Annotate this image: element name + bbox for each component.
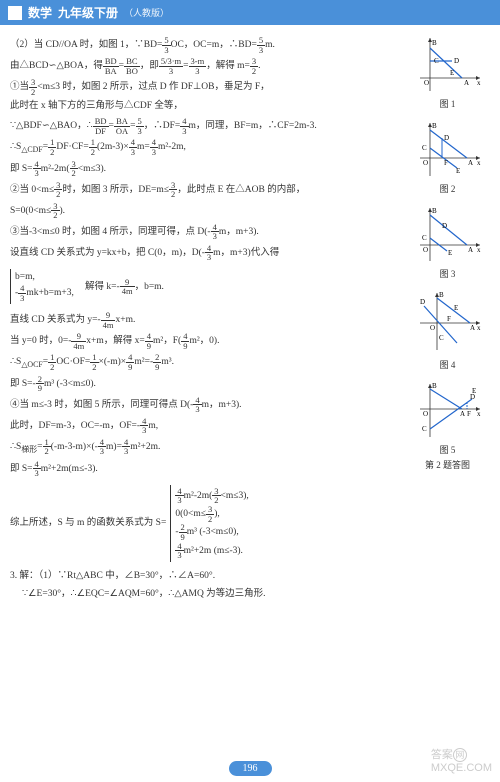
line-3: ①当32<m≤3 时，如图 2 所示，过点 D 作 DF⊥OB，垂足为 F， [10, 78, 400, 96]
svg-text:F: F [467, 410, 471, 418]
line-21: 综上所述，S 与 m 的函数关系式为 S= 43m²-2m(32<m≤3), 0… [10, 481, 400, 566]
figure-1: BA Ox DC E 图 1 [405, 33, 490, 110]
figures-caption: 第 2 题答图 [405, 458, 490, 471]
svg-text:E: E [448, 249, 452, 257]
svg-text:F: F [447, 315, 451, 323]
header-icon [8, 6, 22, 20]
header-grade: 九年级下册 [58, 4, 118, 21]
svg-text:D: D [454, 57, 459, 65]
figure-4: BA Ox DC FE 图 4 [405, 288, 490, 371]
svg-text:x: x [477, 324, 481, 332]
fig1-svg: B A Ox D C E [412, 33, 484, 95]
footer: 196 [0, 761, 500, 776]
svg-text:F: F [444, 159, 448, 167]
line-10: ③当-3<m≤0 时，如图 4 所示，同理可得，点 D(-43m，m+3). [10, 223, 400, 241]
line-4: 此时在 x 轴下方的三角形与△CDF 全等， [10, 99, 400, 114]
line-11: 设直线 CD 关系式为 y=kx+b，把 C(0，m)，D(-43m，m+3)代… [10, 244, 400, 262]
svg-text:A: A [468, 246, 473, 254]
page-number: 196 [229, 761, 272, 776]
svg-text:E: E [450, 69, 454, 77]
figures-column: BA Ox DC E 图 1 BA Ox DC FE 图 2 BA Ox [405, 33, 490, 479]
line-1: （2）当 CD//OA 时，如图 1，∵BD=53OC，OC=m，∴BD=53m… [10, 36, 400, 54]
svg-text:D: D [442, 222, 447, 230]
svg-text:x: x [477, 159, 481, 167]
line-17: ④当 m≤-3 时，如图 5 所示，同理可得点 D(-43m，m+3). [10, 396, 400, 414]
svg-text:C: C [434, 57, 439, 65]
main-text: （2）当 CD//OA 时，如图 1，∵BD=53OC，OC=m，∴BD=53m… [10, 36, 400, 602]
svg-text:D: D [420, 298, 425, 306]
svg-text:B: B [432, 122, 437, 130]
line-16: 即 S=-29m³ (-3<m≤0). [10, 375, 400, 393]
svg-text:A: A [464, 79, 469, 87]
svg-text:D: D [444, 134, 449, 142]
content: （2）当 CD//OA 时，如图 1，∵BD=53OC，OC=m，∴BD=53m… [0, 25, 500, 613]
fig3-svg: B A Ox D C E [412, 203, 484, 265]
page-header: 数学 九年级下册 （人教版） [0, 0, 500, 25]
figure-3: BA Ox DC E 图 3 [405, 203, 490, 280]
svg-text:B: B [432, 382, 437, 390]
svg-text:E: E [456, 167, 460, 175]
line-26: 3. 解：（1）∵Rt△ABC 中，∠B=30°，∴∠A=60°. [10, 569, 400, 584]
svg-text:A: A [468, 159, 473, 167]
svg-text:O: O [423, 246, 428, 254]
line-7: 即 S=43m²-2m(32<m≤3). [10, 160, 400, 178]
fig4-svg: B A Ox D C FE [412, 288, 484, 356]
figure-2: BA Ox DC FE 图 2 [405, 118, 490, 195]
svg-text:x: x [477, 246, 481, 254]
svg-text:x: x [477, 79, 481, 87]
line-20: 即 S=43m²+2m(m≤-3). [10, 460, 400, 478]
svg-text:E: E [472, 387, 476, 395]
svg-text:C: C [422, 144, 427, 152]
figure-5: BA Ox DC FE 图 5 第 2 题答图 [405, 379, 490, 471]
svg-text:B: B [432, 39, 437, 47]
svg-text:E: E [454, 304, 458, 312]
line-12: b=m, -43mk+b=m+3, 解得 k=-94m，b=m. [10, 265, 400, 308]
watermark: 答案网 MXQE.COM [431, 746, 492, 774]
line-13: 直线 CD 关系式为 y=-94mx+m. [10, 311, 400, 329]
header-edition: （人教版） [124, 6, 169, 19]
line-8: ②当 0<m≤32时，如图 3 所示，DE=m≤32，此时点 E 在△AOB 的… [10, 181, 400, 199]
svg-text:C: C [422, 234, 427, 242]
line-14: 当 y=0 时，0=-94mx+m，解得 x=49m²，F(49m²，0). [10, 332, 400, 350]
line-18: 此时，DF=m-3，OC=-m，OF=-43m, [10, 417, 400, 435]
svg-text:C: C [422, 425, 427, 433]
line-2: 由△BCD∽△BOA，得BDBA=BCBO，即5/3·m3=3-m3，解得 m=… [10, 57, 400, 75]
svg-text:O: O [424, 79, 429, 87]
line-27: ∵∠E=30°，∴∠EQC=∠AQM=60°，∴△AMQ 为等边三角形. [22, 587, 400, 602]
svg-text:A: A [470, 324, 475, 332]
svg-text:B: B [432, 207, 437, 215]
line-5: ∵△BDF∽△BAO，∴BDDF=BAOA=53，∴DF=43m，同理，BF=m… [10, 117, 400, 135]
line-19: ∴S梯形=12(-m-3-m)×(-43m)=43m²+2m. [10, 438, 400, 457]
line-9: S=0(0<m≤32). [10, 202, 400, 220]
svg-text:x: x [477, 410, 481, 418]
svg-text:B: B [439, 291, 444, 299]
line-6: ∴S△CDF=12DF·CF=12(2m-3)×43m=43m²-2m, [10, 138, 400, 157]
svg-text:O: O [423, 159, 428, 167]
fig5-svg: BA Ox DC FE [412, 379, 484, 441]
header-subject: 数学 [28, 4, 52, 21]
fig2-svg: B A Ox D C FE [412, 118, 484, 180]
svg-text:A: A [460, 410, 465, 418]
line-15: ∴S△OCF=12OC·OF=12×(-m)×49m²=-29m³. [10, 353, 400, 372]
svg-text:O: O [430, 324, 435, 332]
svg-text:O: O [423, 410, 428, 418]
svg-text:C: C [439, 334, 444, 342]
